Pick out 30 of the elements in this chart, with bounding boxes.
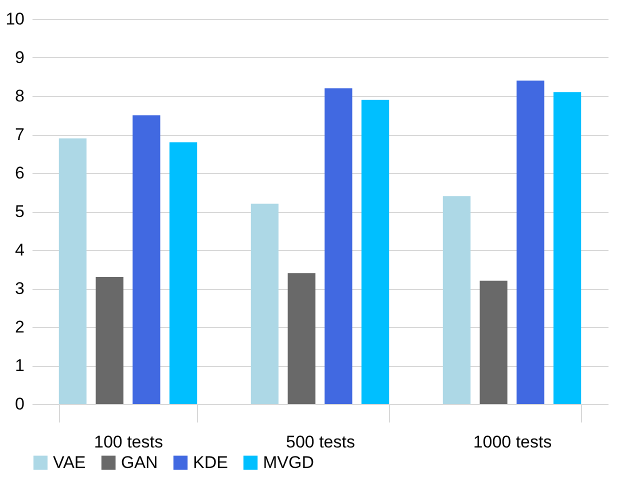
x-tick-label: 100 tests bbox=[94, 432, 163, 452]
bar bbox=[250, 204, 279, 404]
y-tick-label: 4 bbox=[15, 240, 24, 260]
y-tick-label: 6 bbox=[15, 164, 24, 182]
y-tick-label: 0 bbox=[15, 394, 24, 414]
y-tick-label: 3 bbox=[15, 279, 24, 298]
x-tick-label: 500 tests bbox=[286, 432, 355, 452]
legend-label: MVGD bbox=[263, 452, 314, 472]
bar bbox=[132, 115, 160, 404]
bar bbox=[96, 276, 124, 404]
y-tick-label: 2 bbox=[15, 318, 24, 336]
bar bbox=[442, 196, 471, 404]
bar bbox=[288, 273, 316, 404]
bar bbox=[324, 88, 352, 404]
bar bbox=[553, 92, 582, 404]
bar bbox=[516, 80, 544, 404]
y-tick-label: 10 bbox=[6, 10, 24, 28]
y-tick-label: 7 bbox=[15, 125, 24, 144]
bar bbox=[169, 142, 198, 404]
legend-label: VAE bbox=[53, 452, 86, 472]
y-tick-label: 5 bbox=[15, 202, 24, 221]
bar bbox=[361, 100, 390, 404]
legend-label: GAN bbox=[121, 452, 158, 472]
x-tick-label: 1000 tests bbox=[473, 432, 552, 452]
bar bbox=[480, 280, 508, 404]
legend-label: KDE bbox=[193, 452, 228, 472]
y-tick-label: 9 bbox=[15, 48, 24, 67]
y-tick-label: 1 bbox=[15, 356, 24, 375]
bar bbox=[58, 138, 87, 404]
y-tick-label: 8 bbox=[15, 86, 24, 106]
